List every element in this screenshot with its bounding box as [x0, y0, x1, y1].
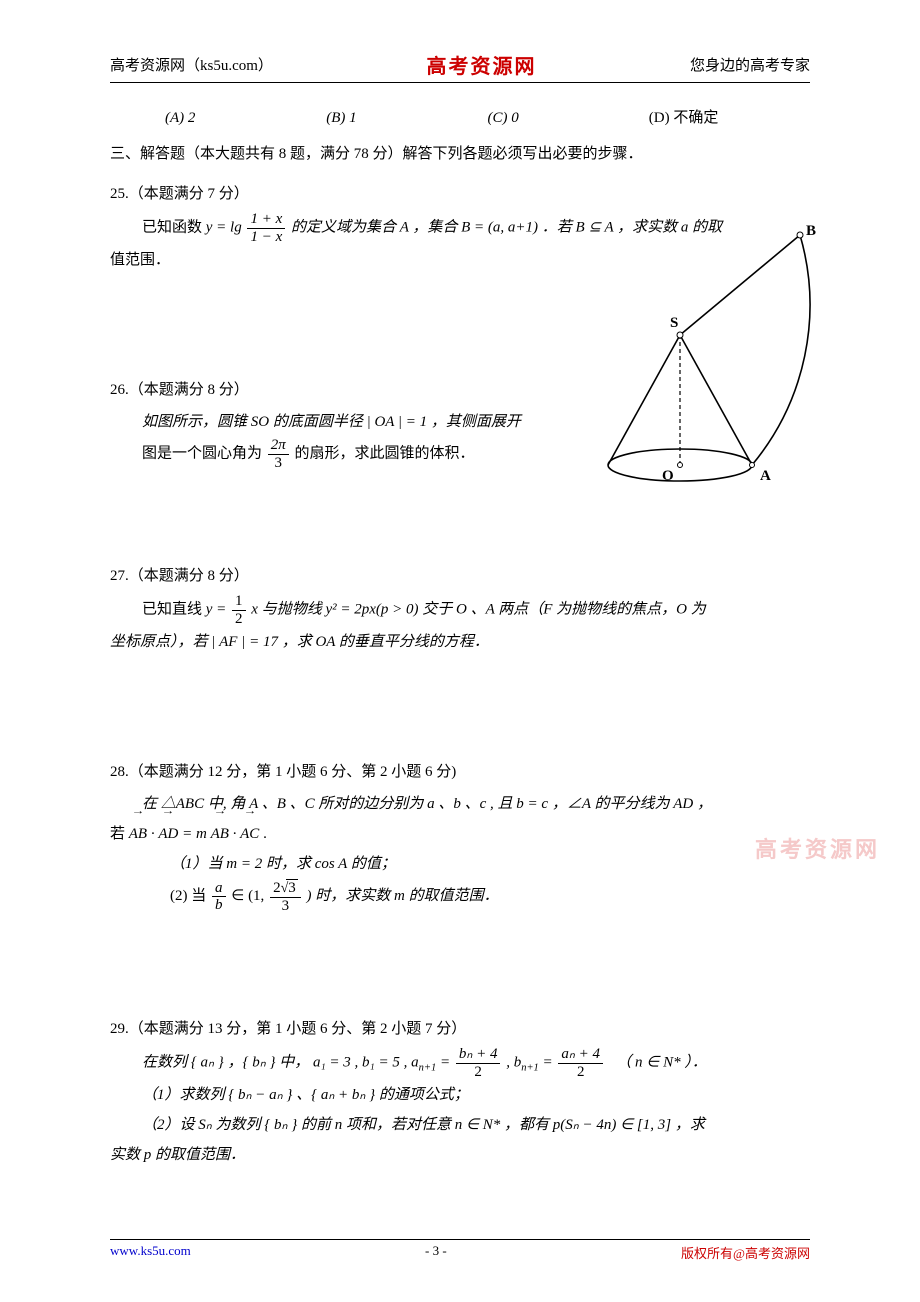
q29-frac1: bₙ + 4 2: [456, 1046, 501, 1080]
eq-m: = m: [182, 826, 207, 842]
q26-line1: 如图所示，圆锥 SO 的底面圆半径 | OA | = 1 ，其侧面展开: [142, 414, 521, 430]
question-26: 26.（本题满分 8 分） 如图所示，圆锥 SO 的底面圆半径 | OA | =…: [110, 375, 810, 471]
cone-diagram: B S O A: [550, 215, 840, 500]
content-area: (A) 2 (B) 1 (C) 0 (D) 不确定 三、解答题（本大题共有 8 …: [110, 103, 810, 1170]
header-left: 高考资源网（ks5u.com）: [110, 54, 273, 75]
q29-frac2: aₙ + 4 2: [558, 1046, 603, 1080]
q25-eq: y = lg: [206, 219, 242, 235]
q28-header: 28.（本题满分 12 分，第 1 小题 6 分、第 2 小题 6 分): [110, 757, 810, 787]
q25-frac: 1 + x 1 − x: [247, 211, 285, 245]
label-O: O: [662, 468, 674, 484]
footer-right: 版权所有@高考资源网: [681, 1243, 810, 1262]
q29-fr2-den: 2: [558, 1064, 603, 1081]
q26-frac: 2π 3: [268, 437, 289, 471]
choice-a: (A) 2: [165, 103, 326, 133]
q27-header: 27.（本题满分 8 分）: [110, 561, 810, 591]
q29-header: 29.（本题满分 13 分，第 1 小题 6 分、第 2 小题 7 分）: [110, 1014, 810, 1044]
page-footer: www.ks5u.com - 3 - 版权所有@高考资源网: [110, 1239, 810, 1262]
q27-line2: 坐标原点），若 | AF | = 17 ，求 OA 的垂直平分线的方程．: [110, 627, 810, 657]
q28-sub2b: ∈ (1,: [231, 888, 268, 904]
q27-body: 已知直线 y = 1 2 x 与抛物线 y² = 2px(p > 0) 交于 O…: [110, 593, 810, 627]
answer-choices-row: (A) 2 (B) 1 (C) 0 (D) 不确定: [110, 103, 810, 133]
q29-sub2b: 实数 p 的取值范围．: [110, 1140, 810, 1170]
q26-frac-den: 3: [268, 455, 289, 472]
eq2: =: [543, 1054, 557, 1070]
watermark: 高考资源网: [755, 832, 880, 864]
q26-line2a: 图是一个圆心角为: [142, 445, 266, 461]
q28-sub2c: ) 时，求实数 m 的取值范围．: [307, 888, 499, 904]
q25-text-pre: 已知函数: [142, 219, 206, 235]
header-center: 高考资源网: [426, 50, 536, 79]
q28-sub1: （1）当 m = 2 时，求 cos A 的值；: [110, 849, 810, 879]
footer-center: - 3 -: [425, 1243, 447, 1262]
question-29: 29.（本题满分 13 分，第 1 小题 6 分、第 2 小题 7 分） 在数列…: [110, 1014, 810, 1170]
footer-left: www.ks5u.com: [110, 1243, 191, 1262]
eq1: =: [440, 1054, 454, 1070]
q28-line1: 在 △ABC 中, 角 A 、B 、C 所对的边分别为 a 、b 、c , 且 …: [142, 796, 712, 812]
q28-frac2-num: 2√3: [270, 879, 301, 898]
section-three-title: 三、解答题（本大题共有 8 题，满分 78 分）解答下列各题必须写出必要的步骤．: [110, 139, 810, 169]
q25-header: 25.（本题满分 7 分）: [110, 179, 810, 209]
vec-AC: AC: [240, 819, 259, 849]
q25-frac-num: 1 + x: [247, 211, 285, 229]
q27-text-a: 已知直线: [142, 601, 206, 617]
q27-frac: 1 2: [232, 593, 246, 627]
q29-fr2-num: aₙ + 4: [558, 1046, 603, 1064]
q27-eq1: y =: [206, 601, 230, 617]
q29-fr1-den: 2: [456, 1064, 501, 1081]
q27-text-b: x 与抛物线 y² = 2px(p > 0) 交于 O 、A 两点（F 为抛物线…: [251, 601, 705, 617]
q28-frac2: 2√3 3: [270, 879, 301, 914]
label-S: S: [670, 315, 678, 331]
choice-d: (D) 不确定: [649, 103, 810, 133]
q28-frac1-den: b: [212, 897, 226, 914]
q27-frac-num: 1: [232, 593, 246, 611]
q26-line2b: 的扇形，求此圆锥的体积．: [295, 445, 475, 461]
choice-b: (B) 1: [326, 103, 487, 133]
q28-line2: 若 AB · AD = m AB · AC .: [110, 819, 810, 849]
q29-line1: 在数列 { aₙ } ，{ bₙ } 中， a₁ = 3 , b₁ = 5 , …: [110, 1046, 810, 1080]
q27-frac-den: 2: [232, 611, 246, 628]
q28-sub2: (2) 当 a b ∈ (1, 2√3 3 ) 时，求实数 m 的取值范围．: [110, 879, 810, 914]
label-B: B: [806, 223, 816, 239]
vec-AB: AB: [129, 819, 147, 849]
q28-sub2a: (2) 当: [170, 888, 210, 904]
question-28: 28.（本题满分 12 分，第 1 小题 6 分、第 2 小题 6 分) 在 △…: [110, 757, 810, 914]
q28-line2-pre: 若: [110, 826, 129, 842]
question-27: 27.（本题满分 8 分） 已知直线 y = 1 2 x 与抛物线 y² = 2…: [110, 561, 810, 657]
q28-frac2-den: 3: [270, 898, 301, 915]
vec-AB2: AB: [211, 819, 229, 849]
q29-fr1-num: bₙ + 4: [456, 1046, 501, 1064]
page-header: 高考资源网（ks5u.com） 高考资源网 您身边的高考专家: [110, 50, 810, 83]
vec-AD: AD: [158, 819, 178, 849]
q26-frac-num: 2π: [268, 437, 289, 455]
q29-line1c: （ n ∈ N* ）．: [616, 1054, 707, 1070]
q28-frac1: a b: [212, 880, 226, 914]
period: .: [263, 826, 267, 842]
q25-frac-den: 1 − x: [247, 229, 285, 246]
header-right: 您身边的高考专家: [690, 54, 810, 75]
choice-c: (C) 0: [488, 103, 649, 133]
label-A: A: [760, 468, 771, 484]
q28-frac1-num: a: [212, 880, 226, 898]
q29-sub2: （2）设 Sₙ 为数列 { bₙ } 的前 n 项和，若对任意 n ∈ N* ，…: [110, 1110, 810, 1140]
q29-line1b: , b: [506, 1054, 521, 1070]
q29-line1a: 在数列 { aₙ } ，{ bₙ } 中， a₁ = 3 , b₁ = 5 , …: [142, 1054, 419, 1070]
q29-sub1: （1）求数列 { bₙ − aₙ } 、{ aₙ + bₙ } 的通项公式；: [110, 1080, 810, 1110]
